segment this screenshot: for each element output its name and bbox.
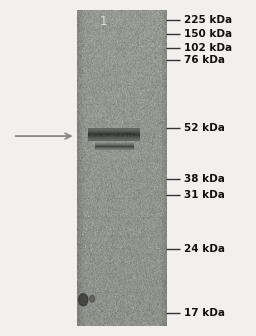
Circle shape [90, 295, 95, 302]
Text: 52 kDa: 52 kDa [184, 123, 225, 133]
Circle shape [79, 294, 88, 306]
Text: 225 kDa: 225 kDa [184, 15, 232, 25]
Text: 102 kDa: 102 kDa [184, 43, 232, 53]
Text: 24 kDa: 24 kDa [184, 244, 225, 254]
Text: 38 kDa: 38 kDa [184, 174, 225, 184]
Text: 31 kDa: 31 kDa [184, 190, 225, 200]
Text: 76 kDa: 76 kDa [184, 55, 225, 66]
Text: 150 kDa: 150 kDa [184, 29, 232, 39]
Text: 1: 1 [100, 15, 108, 28]
Text: 17 kDa: 17 kDa [184, 308, 225, 318]
